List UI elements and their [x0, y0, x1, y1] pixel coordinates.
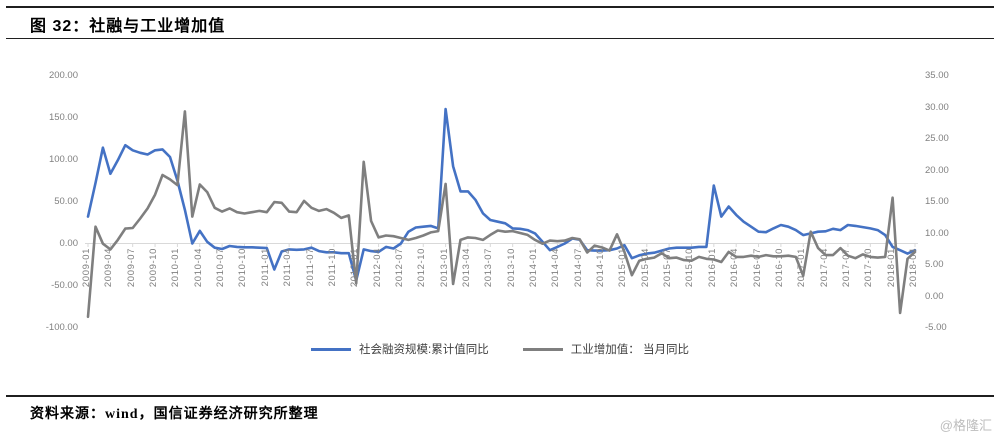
- axis-tick-label: 2014-07: [572, 247, 584, 287]
- axis-tick-label: 2017-04: [818, 247, 830, 287]
- legend-label: 工业增加值： 当月同比: [570, 344, 689, 356]
- bottom-rule: [6, 395, 994, 397]
- axis-tick-label: 25.00: [925, 133, 949, 144]
- axis-tick-label: 2010-04: [192, 247, 204, 287]
- axis-tick-label: 2011-07: [304, 247, 316, 286]
- axis-tick-label: 2012-07: [393, 247, 405, 287]
- chart-legend: 社会融资规模:累计值同比 工业增加值： 当月同比: [0, 341, 1000, 357]
- axis-tick-label: 2013-01: [438, 247, 450, 287]
- axis-tick-label: 35.00: [925, 70, 949, 81]
- axis-tick-label: 2016-07: [751, 247, 763, 287]
- axis-tick-label: 2010-01: [170, 247, 182, 287]
- axis-tick-label: 100.00: [48, 154, 78, 165]
- axis-tick-label: 2016-01: [706, 247, 718, 287]
- axis-tick-label: 2017-01: [796, 247, 808, 287]
- legend-line-swatch-blue: [311, 347, 352, 351]
- axis-tick-label: 2010-07: [215, 247, 227, 287]
- series-line-industrial-output: [86, 110, 917, 319]
- axis-tick-label: 0.00: [59, 238, 79, 249]
- figure-title: 图 32：社融与工业增加值: [30, 18, 226, 35]
- axis-tick-label: 0.00: [925, 290, 944, 302]
- axis-tick-label: -100.00: [45, 322, 78, 333]
- axis-tick-label: 20.00: [925, 164, 949, 176]
- legend-item-industrial-output: 工业增加值： 当月同比: [522, 341, 689, 357]
- series-line-social-financing: [86, 107, 917, 282]
- axis-tick-label: 150.00: [48, 112, 78, 123]
- axis-tick-label: 2010-10: [237, 247, 249, 287]
- axis-tick-label: 2012-10: [416, 247, 428, 287]
- axis-tick-label: 2014-04: [550, 247, 562, 287]
- axis-tick-label: 2014-10: [595, 247, 607, 287]
- axis-tick-label: 2016-04: [729, 247, 741, 287]
- axis-tick-label: 2013-10: [505, 247, 517, 287]
- axis-tick-label: 5.00: [925, 259, 944, 270]
- axis-tick-label: 2013-07: [483, 247, 495, 287]
- axis-tick-label: 15.00: [925, 196, 949, 207]
- axis-tick-label: 2017-07: [840, 247, 852, 287]
- source-note: 资料来源：wind，国信证券经济研究所整理: [30, 407, 319, 422]
- axis-tick-label: 200.00: [48, 70, 78, 81]
- axis-tick-label: 2014-01: [528, 247, 540, 287]
- axis-tick-label: 30.00: [925, 101, 949, 113]
- axis-tick-label: 2009-07: [125, 247, 137, 287]
- axis-tick-label: 2016-10: [773, 247, 785, 287]
- axis-tick-label: 2015-10: [684, 247, 696, 287]
- axis-tick-label: -5.00: [925, 322, 947, 333]
- legend-item-social-financing: 社会融资规模:累计值同比: [311, 341, 489, 357]
- axis-tick-label: 2018-04: [908, 247, 919, 287]
- axis-tick-label: 2013-04: [460, 247, 472, 287]
- axis-tick-label: -50.00: [51, 280, 78, 291]
- legend-line-swatch-gray: [522, 347, 563, 351]
- axis-tick-label: 2015-01: [617, 247, 629, 287]
- axis-tick-label: 2011-04: [282, 247, 294, 286]
- top-rule: [6, 6, 994, 8]
- axis-tick-label: 2015-07: [662, 247, 674, 287]
- title-rule: [6, 38, 994, 39]
- axis-tick-label: 2009-10: [148, 247, 160, 287]
- axis-tick-label: 2011-01: [259, 247, 271, 286]
- axis-tick-label: 2015-04: [639, 247, 651, 287]
- axis-tick-label: 10.00: [925, 227, 949, 239]
- axis-tick-label: 2017-10: [863, 247, 875, 287]
- watermark: @格隆汇: [939, 418, 992, 433]
- axis-tick-label: 2012-04: [371, 247, 383, 287]
- axis-tick-label: 2012-01: [349, 247, 361, 287]
- axis-tick-label: 2009-01: [81, 247, 92, 287]
- axis-tick-label: 50.00: [54, 196, 78, 207]
- axis-tick-label: 2011-10: [326, 247, 338, 286]
- axis-tick-label: 2009-04: [103, 247, 115, 287]
- legend-label: 社会融资规模:累计值同比: [359, 344, 489, 356]
- axis-tick-label: 2018-01: [885, 247, 897, 287]
